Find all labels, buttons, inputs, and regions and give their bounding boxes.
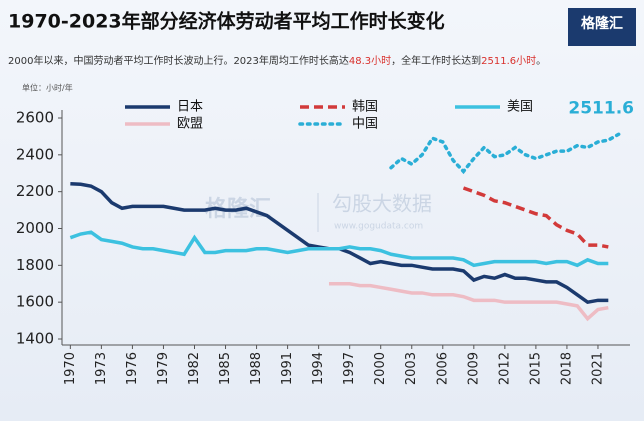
x-tick-label: 1991 (280, 352, 295, 385)
logo-box (568, 8, 636, 46)
y-tick-label: 2000 (16, 219, 54, 237)
watermark: 格隆汇 勾股大数据 www.gogudata.com (205, 192, 432, 232)
subtitle-part: ，全年工作时长达到 (391, 54, 481, 67)
x-tick-label: 1985 (218, 352, 233, 385)
x-tick-label: 2021 (590, 352, 605, 385)
x-tick-label: 2009 (466, 352, 481, 385)
y-tick-label: 2600 (16, 109, 54, 127)
legend-label: 美国 (507, 100, 533, 115)
x-tick-label: 2000 (373, 352, 388, 385)
subtitle-part: 2000年以来，中国劳动者平均工作时长波动上行。2023年周均工作时长高达 (8, 54, 349, 67)
unit: 单位：小时/年 (22, 83, 73, 93)
series-line (69, 230, 609, 268)
subtitle-part: 48.3小时 (349, 55, 391, 67)
x-tick-label: 1970 (63, 352, 78, 385)
annotation: 2511.6 (568, 98, 634, 118)
series-line (328, 282, 609, 322)
chart-title: 1970-2023年部分经济体劳动者平均工作时长变化 (8, 10, 445, 33)
subtitle-part: 2511.6小时 (481, 55, 536, 67)
y-tick-label: 2200 (16, 182, 54, 200)
subtitle-part: 。 (536, 56, 546, 67)
x-tick-label: 2018 (559, 352, 574, 385)
y-tick-label: 2400 (16, 145, 54, 163)
legend-label: 日本 (177, 100, 203, 115)
watermark-text: 勾股大数据 (332, 192, 432, 216)
x-tick-label: 1982 (187, 352, 202, 385)
x-tick-label: 2006 (435, 352, 450, 385)
series-line (462, 186, 609, 249)
y-tick-label: 1600 (16, 293, 54, 311)
x-tick-label: 1973 (94, 352, 109, 385)
x-tick-label: 1979 (156, 352, 171, 385)
x-tick-label: 1997 (342, 352, 357, 385)
series-line (389, 132, 621, 175)
y-tick-label: 1800 (16, 256, 54, 274)
x-tick-label: 2012 (497, 352, 512, 385)
subtitle: 2000年以来，中国劳动者平均工作时长波动上行。2023年周均工作时长高达48.… (8, 54, 546, 67)
legend-label: 韩国 (352, 100, 378, 115)
x-tick-label: 2003 (404, 352, 419, 385)
watermark-text: www.gogudata.com (334, 222, 423, 232)
legend-label: 中国 (352, 117, 378, 132)
x-tick-label: 2015 (528, 352, 543, 385)
legend-label: 欧盟 (177, 117, 203, 132)
x-tick-label: 1994 (311, 352, 326, 385)
logo: 格隆汇 (581, 15, 623, 32)
x-tick-label: 1988 (249, 352, 264, 385)
y-tick-label: 1400 (16, 330, 54, 348)
x-tick-label: 1976 (125, 352, 140, 385)
